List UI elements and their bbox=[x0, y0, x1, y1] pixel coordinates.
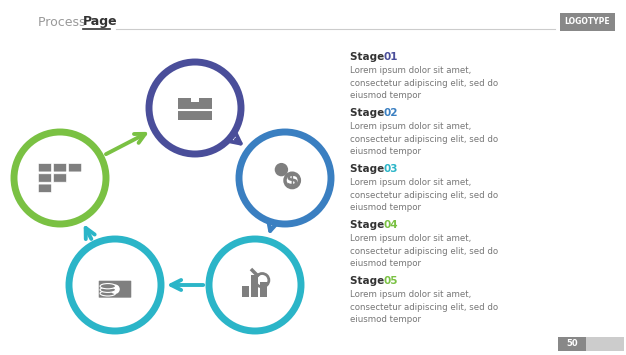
Text: Stage: Stage bbox=[350, 52, 388, 62]
Circle shape bbox=[285, 173, 299, 187]
Text: Stage: Stage bbox=[350, 108, 388, 118]
FancyBboxPatch shape bbox=[53, 174, 66, 182]
FancyBboxPatch shape bbox=[38, 174, 51, 182]
Text: Page: Page bbox=[83, 16, 118, 28]
FancyBboxPatch shape bbox=[100, 282, 131, 297]
Text: 05: 05 bbox=[383, 276, 398, 286]
Circle shape bbox=[110, 284, 120, 294]
Text: $: $ bbox=[286, 173, 299, 190]
Bar bbox=[586, 337, 624, 351]
Circle shape bbox=[149, 62, 241, 154]
Ellipse shape bbox=[100, 287, 116, 293]
Bar bbox=[560, 13, 615, 31]
Bar bbox=[192, 98, 198, 102]
Bar bbox=[558, 337, 586, 351]
Text: 03: 03 bbox=[383, 164, 398, 174]
Text: Lorem ipsum dolor sit amet,
consectetur adipiscing elit, sed do
eiusmod tempor: Lorem ipsum dolor sit amet, consectetur … bbox=[350, 178, 498, 212]
Text: LOGOTYPE: LOGOTYPE bbox=[565, 17, 610, 27]
FancyBboxPatch shape bbox=[38, 164, 51, 172]
Text: 02: 02 bbox=[383, 108, 398, 118]
Circle shape bbox=[69, 239, 161, 331]
Text: Process: Process bbox=[38, 16, 90, 28]
Bar bbox=[242, 286, 249, 297]
FancyBboxPatch shape bbox=[68, 164, 81, 172]
Text: Stage: Stage bbox=[350, 220, 388, 230]
Circle shape bbox=[209, 239, 301, 331]
Text: 01: 01 bbox=[383, 52, 398, 62]
Text: Lorem ipsum dolor sit amet,
consectetur adipiscing elit, sed do
eiusmod tempor: Lorem ipsum dolor sit amet, consectetur … bbox=[350, 122, 498, 156]
Ellipse shape bbox=[100, 284, 116, 289]
Text: 50: 50 bbox=[566, 339, 578, 349]
Text: 04: 04 bbox=[383, 220, 398, 230]
Circle shape bbox=[239, 132, 331, 224]
Circle shape bbox=[14, 132, 106, 224]
Bar bbox=[261, 186, 309, 210]
Text: Lorem ipsum dolor sit amet,
consectetur adipiscing elit, sed do
eiusmod tempor: Lorem ipsum dolor sit amet, consectetur … bbox=[350, 234, 498, 268]
Bar bbox=[260, 282, 267, 297]
Text: Stage: Stage bbox=[350, 276, 388, 286]
FancyBboxPatch shape bbox=[53, 164, 66, 172]
Ellipse shape bbox=[100, 291, 116, 296]
Text: Lorem ipsum dolor sit amet,
consectetur adipiscing elit, sed do
eiusmod tempor: Lorem ipsum dolor sit amet, consectetur … bbox=[350, 290, 498, 324]
FancyBboxPatch shape bbox=[38, 184, 51, 192]
Bar bbox=[178, 98, 212, 120]
Text: Lorem ipsum dolor sit amet,
consectetur adipiscing elit, sed do
eiusmod tempor: Lorem ipsum dolor sit amet, consectetur … bbox=[350, 66, 498, 100]
Bar bbox=[251, 275, 258, 297]
Circle shape bbox=[275, 163, 288, 176]
Text: Stage: Stage bbox=[350, 164, 388, 174]
